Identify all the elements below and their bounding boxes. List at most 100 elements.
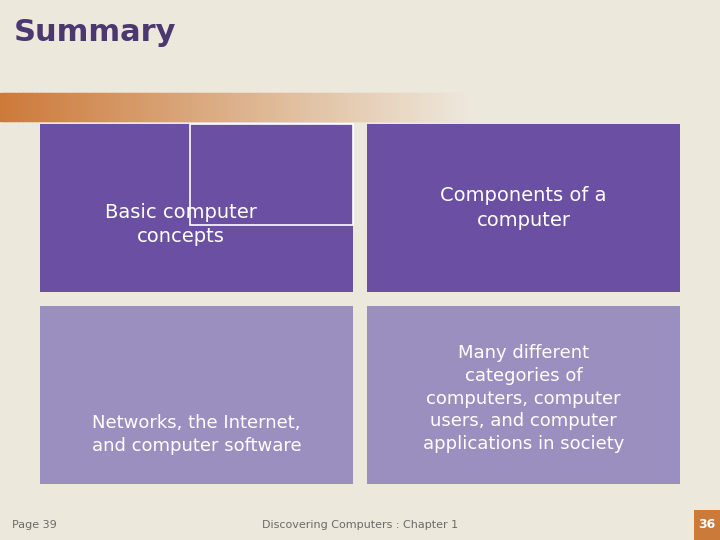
Bar: [648, 93, 652, 121]
Bar: [173, 93, 177, 121]
Bar: [670, 93, 674, 121]
Bar: [662, 93, 667, 121]
Bar: [580, 93, 584, 121]
Bar: [119, 93, 123, 121]
Bar: [101, 93, 105, 121]
Bar: [518, 93, 523, 121]
Bar: [356, 93, 361, 121]
Bar: [220, 93, 224, 121]
Bar: [436, 93, 440, 121]
Bar: [468, 93, 472, 121]
Bar: [162, 93, 166, 121]
Bar: [364, 93, 368, 121]
Bar: [176, 93, 181, 121]
Bar: [317, 93, 321, 121]
Bar: [641, 93, 645, 121]
Bar: [554, 93, 559, 121]
Bar: [76, 93, 80, 121]
Bar: [630, 93, 634, 121]
Bar: [392, 93, 397, 121]
Bar: [227, 93, 231, 121]
Bar: [133, 93, 138, 121]
Bar: [25, 93, 30, 121]
Text: 36: 36: [698, 518, 716, 531]
Bar: [346, 93, 350, 121]
Bar: [695, 93, 699, 121]
Bar: [104, 93, 109, 121]
Bar: [306, 93, 310, 121]
Bar: [324, 93, 328, 121]
Bar: [497, 93, 501, 121]
Bar: [709, 93, 714, 121]
Text: Networks, the Internet,
and computer software: Networks, the Internet, and computer sof…: [91, 414, 301, 455]
Bar: [4, 93, 8, 121]
Bar: [558, 93, 562, 121]
Bar: [533, 93, 537, 121]
Bar: [601, 93, 606, 121]
Text: Discovering Computers : Chapter 1: Discovering Computers : Chapter 1: [262, 520, 458, 530]
Bar: [374, 93, 379, 121]
Bar: [626, 93, 631, 121]
Bar: [302, 93, 307, 121]
Bar: [90, 93, 94, 121]
Bar: [590, 93, 595, 121]
Bar: [122, 93, 127, 121]
Bar: [151, 93, 156, 121]
Bar: [22, 93, 26, 121]
Bar: [274, 93, 278, 121]
Bar: [97, 93, 102, 121]
Bar: [536, 93, 541, 121]
Bar: [245, 93, 249, 121]
Bar: [29, 93, 33, 121]
Bar: [238, 93, 242, 121]
Bar: [666, 93, 670, 121]
Bar: [40, 93, 44, 121]
Bar: [187, 93, 192, 121]
Bar: [457, 93, 462, 121]
Bar: [490, 93, 494, 121]
Bar: [331, 93, 336, 121]
Bar: [691, 93, 696, 121]
Bar: [443, 93, 447, 121]
Bar: [281, 93, 285, 121]
Bar: [83, 93, 87, 121]
Bar: [94, 93, 98, 121]
Bar: [288, 93, 292, 121]
Bar: [310, 93, 314, 121]
Bar: [140, 93, 145, 121]
Bar: [367, 124, 680, 292]
Bar: [360, 93, 364, 121]
Bar: [36, 93, 40, 121]
Bar: [716, 93, 720, 121]
Bar: [619, 93, 624, 121]
Bar: [583, 93, 588, 121]
Bar: [385, 93, 390, 121]
Bar: [371, 93, 375, 121]
Bar: [169, 93, 174, 121]
Bar: [11, 93, 15, 121]
Bar: [256, 93, 260, 121]
Bar: [634, 93, 638, 121]
Bar: [677, 93, 681, 121]
Bar: [0, 93, 4, 121]
Bar: [439, 93, 444, 121]
Bar: [623, 93, 627, 121]
Bar: [198, 93, 202, 121]
Bar: [472, 93, 476, 121]
Bar: [130, 93, 134, 121]
Bar: [702, 93, 706, 121]
Bar: [680, 93, 685, 121]
Bar: [706, 93, 710, 121]
Bar: [587, 93, 591, 121]
Bar: [112, 93, 116, 121]
Bar: [414, 93, 418, 121]
Bar: [450, 93, 454, 121]
Text: Summary: Summary: [14, 18, 176, 47]
Bar: [14, 93, 19, 121]
Bar: [522, 93, 526, 121]
Bar: [61, 93, 66, 121]
Bar: [446, 93, 451, 121]
Bar: [407, 93, 411, 121]
Bar: [223, 93, 228, 121]
Bar: [572, 93, 577, 121]
